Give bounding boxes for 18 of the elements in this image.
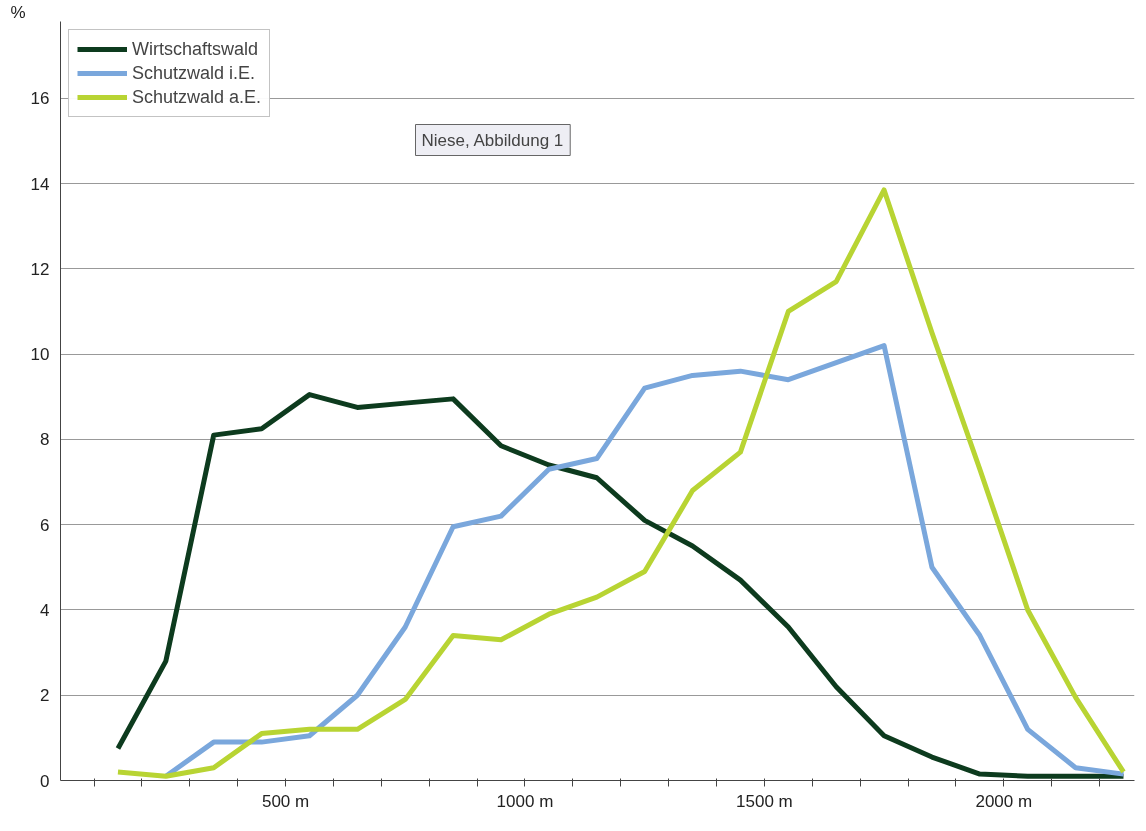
y-tick-label: 6 bbox=[40, 515, 50, 535]
y-tick-label: 10 bbox=[30, 345, 50, 365]
y-tick-label: 12 bbox=[30, 259, 50, 279]
annotation: Niese, Abbildung 1 bbox=[421, 130, 564, 150]
legend-label: Schutzwald i.E. bbox=[132, 62, 256, 84]
y-axis-title: % bbox=[10, 2, 26, 22]
y-tick-label: 0 bbox=[40, 771, 50, 791]
legend-label: Wirtschaftswald bbox=[132, 38, 259, 60]
y-tick-label: 14 bbox=[30, 174, 50, 194]
x-tick-label: 2000 m bbox=[975, 791, 1033, 811]
y-tick-label: 16 bbox=[30, 89, 50, 109]
x-tick-label: 1000 m bbox=[496, 791, 554, 811]
x-tick-label: 1500 m bbox=[736, 791, 793, 811]
legend-label: Schutzwald a.E. bbox=[132, 86, 262, 108]
x-tick-label: 500 m bbox=[261, 791, 310, 811]
y-tick-label: 2 bbox=[40, 686, 50, 706]
y-tick-label: 8 bbox=[40, 430, 50, 450]
y-tick-label: 4 bbox=[40, 600, 50, 620]
